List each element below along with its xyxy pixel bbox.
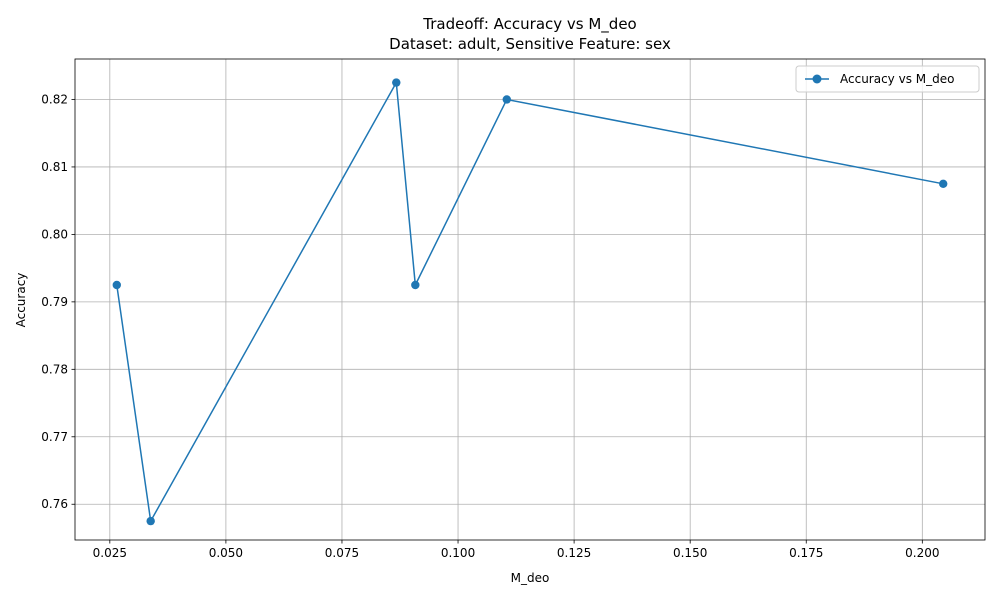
y-axis-label: Accuracy bbox=[14, 273, 28, 328]
data-point bbox=[112, 280, 121, 290]
chart-subtitle: Dataset: adult, Sensitive Feature: sex bbox=[389, 35, 671, 53]
y-tick-label: 0.78 bbox=[41, 362, 68, 376]
x-tick-label: 0.200 bbox=[905, 546, 939, 560]
legend-entry-label: Accuracy vs M_deo bbox=[840, 72, 954, 86]
x-tick-label: 0.100 bbox=[441, 546, 475, 560]
y-tick-label: 0.79 bbox=[41, 295, 68, 309]
x-tick-label: 0.025 bbox=[93, 546, 127, 560]
y-tick-label: 0.80 bbox=[41, 227, 68, 241]
y-axis-ticks: 0.76 0.77 0.78 0.79 0.80 0.81 0.82 bbox=[41, 92, 75, 511]
chart-title: Tradeoff: Accuracy vs M_deo bbox=[422, 15, 636, 34]
y-tick-label: 0.81 bbox=[41, 160, 68, 174]
legend-marker-swatch bbox=[812, 74, 822, 84]
data-point bbox=[146, 516, 155, 526]
x-axis-label: M_deo bbox=[511, 571, 550, 585]
data-point bbox=[502, 95, 511, 104]
y-tick-label: 0.76 bbox=[41, 497, 68, 511]
data-point bbox=[411, 280, 420, 290]
grid-lines bbox=[75, 59, 985, 540]
data-point bbox=[392, 78, 401, 87]
series-line bbox=[116, 80, 944, 524]
x-tick-label: 0.050 bbox=[209, 546, 243, 560]
legend-box bbox=[795, 65, 980, 93]
x-tick-label: 0.175 bbox=[789, 546, 823, 560]
data-series bbox=[112, 78, 948, 526]
x-tick-label: 0.150 bbox=[673, 546, 707, 560]
data-point bbox=[939, 179, 948, 189]
plot-frame bbox=[74, 58, 986, 541]
x-tick-label: 0.075 bbox=[325, 546, 359, 560]
x-axis-ticks: 0.025 0.050 0.075 0.100 0.125 0.150 0.175 0.200 bbox=[93, 540, 940, 560]
y-tick-label: 0.82 bbox=[41, 92, 68, 106]
x-tick-label: 0.125 bbox=[557, 546, 591, 560]
y-tick-label: 0.77 bbox=[41, 430, 68, 444]
legend: Accuracy vs M_deo bbox=[795, 65, 980, 93]
